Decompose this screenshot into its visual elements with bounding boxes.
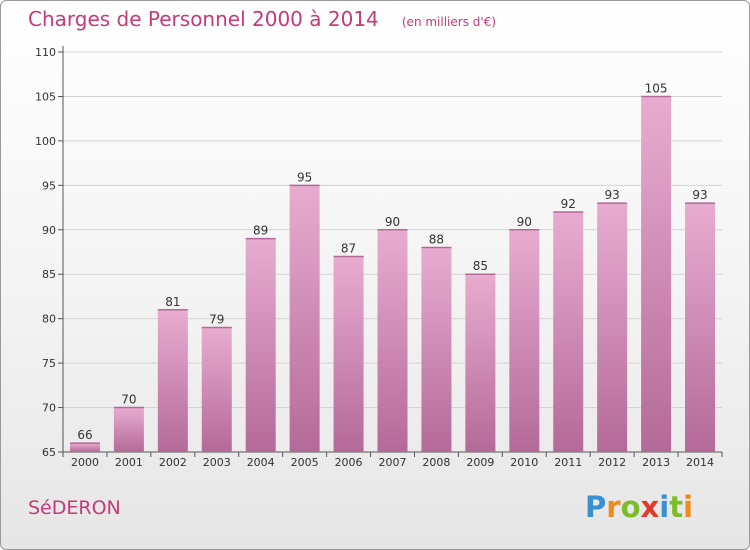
logo-letter: r xyxy=(606,490,621,524)
x-tick-label: 2012 xyxy=(598,456,626,469)
y-tick-label: 80 xyxy=(42,313,56,326)
x-tick-label: 2009 xyxy=(466,456,494,469)
bar xyxy=(597,203,628,452)
bars xyxy=(69,95,716,453)
x-tick-label: 2010 xyxy=(510,456,538,469)
bar xyxy=(69,443,100,452)
x-tick-label: 2006 xyxy=(335,456,363,469)
y-tick-label: 110 xyxy=(35,46,56,59)
data-label: 95 xyxy=(297,170,312,184)
bar xyxy=(201,327,232,452)
logo-letter: P xyxy=(585,490,607,524)
bar xyxy=(157,309,188,452)
bar xyxy=(245,238,276,452)
data-label: 85 xyxy=(473,259,488,273)
logo-letter: x xyxy=(640,490,660,524)
bar xyxy=(289,185,320,453)
y-tick-label: 70 xyxy=(42,402,56,415)
data-label: 93 xyxy=(605,188,620,202)
logo-letter: t xyxy=(669,490,684,524)
y-tick-label: 105 xyxy=(35,90,56,103)
data-label: 93 xyxy=(692,188,707,202)
x-tick-label: 2004 xyxy=(247,456,275,469)
data-label: 92 xyxy=(561,197,576,211)
bar xyxy=(509,229,540,452)
labels: 65 70 75 80 85 90 95 100 105 110 66 2000 70 2001 81 200… xyxy=(35,46,714,469)
x-tick-label: 2014 xyxy=(686,456,714,469)
proxiti-logo[interactable]: Proxiti xyxy=(585,490,693,524)
y-tick-label: 75 xyxy=(42,357,56,370)
x-tick-label: 2001 xyxy=(115,456,143,469)
x-tick-label: 2013 xyxy=(642,456,670,469)
bar xyxy=(553,212,584,452)
bar xyxy=(333,256,364,452)
logo-letter: o xyxy=(620,490,641,524)
x-tick-label: 2005 xyxy=(291,456,319,469)
logo-letter: i xyxy=(659,490,670,524)
data-label: 79 xyxy=(209,313,224,327)
y-tick-label: 90 xyxy=(42,224,56,237)
bar xyxy=(113,407,144,452)
city-name: SéDERON xyxy=(28,497,121,519)
x-tick-label: 2003 xyxy=(203,456,231,469)
data-label: 90 xyxy=(517,215,532,229)
logo-letter: i xyxy=(683,490,694,524)
x-tick-label: 2002 xyxy=(159,456,187,469)
bar xyxy=(465,274,496,452)
y-tick-label: 95 xyxy=(42,179,56,192)
y-tick-label: 85 xyxy=(42,268,56,281)
chart-title: Charges de Personnel 2000 à 2014 xyxy=(28,7,379,31)
bar xyxy=(377,229,408,452)
x-tick-label: 2008 xyxy=(422,456,450,469)
data-label: 70 xyxy=(121,393,136,407)
data-label: 88 xyxy=(429,233,444,247)
data-label: 89 xyxy=(253,224,268,238)
bar xyxy=(685,203,716,452)
bar xyxy=(421,247,452,452)
data-label: 66 xyxy=(77,428,92,442)
y-tick-label: 100 xyxy=(35,135,56,148)
data-label: 81 xyxy=(165,295,180,309)
x-tick-label: 2011 xyxy=(554,456,582,469)
bar xyxy=(641,96,672,452)
data-label: 90 xyxy=(385,215,400,229)
data-label: 105 xyxy=(645,81,668,95)
data-label: 87 xyxy=(341,241,356,255)
title-row: Charges de Personnel 2000 à 2014 (en mil… xyxy=(28,7,496,31)
chart-subtitle: (en milliers d'€) xyxy=(401,15,496,29)
y-tick-label: 65 xyxy=(42,446,56,459)
x-tick-label: 2000 xyxy=(71,456,99,469)
x-tick-label: 2007 xyxy=(379,456,407,469)
